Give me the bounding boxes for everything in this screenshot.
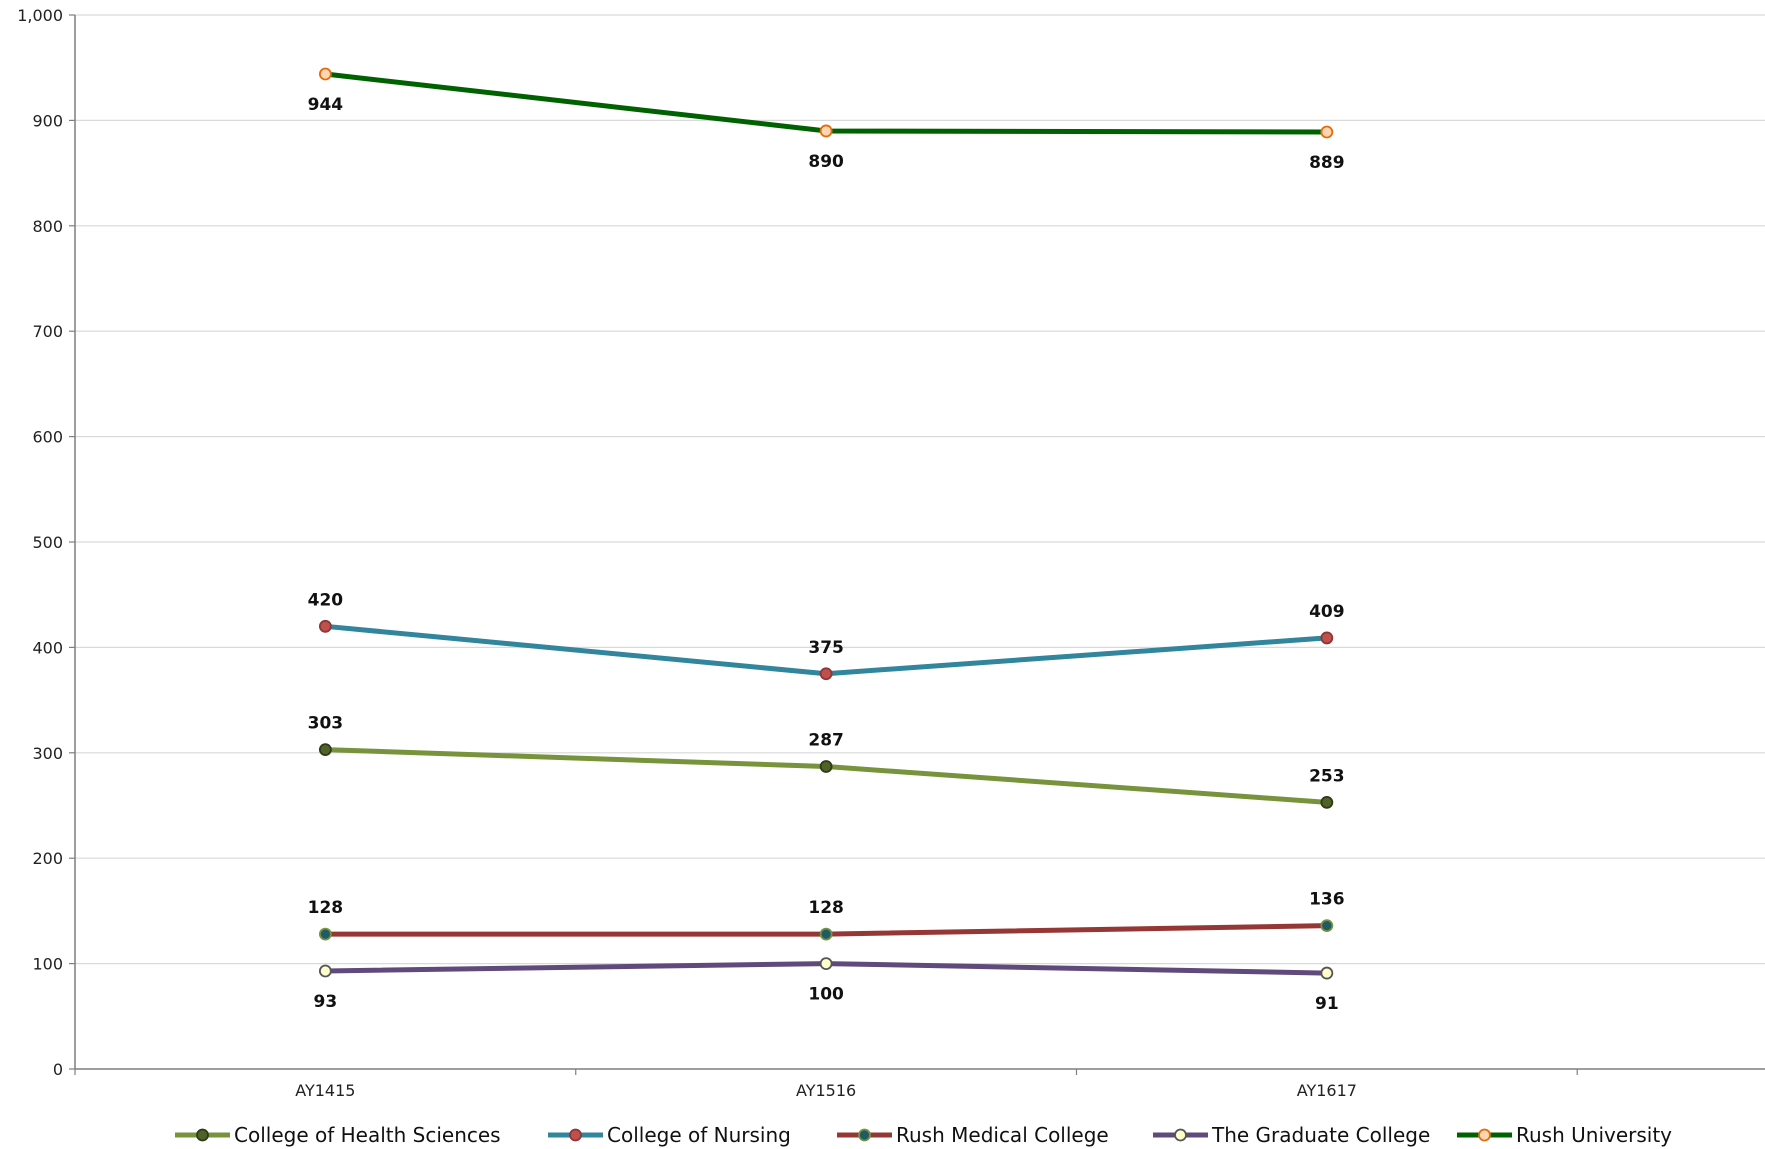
legend-item: The Graduate College [1153, 1123, 1430, 1147]
data-point [819, 760, 833, 773]
x-tick-label: AY1415 [295, 1081, 355, 1100]
y-tick-label: 100 [32, 955, 63, 974]
legend-label: Rush Medical College [896, 1123, 1109, 1147]
data-point [819, 927, 833, 941]
data-label: 375 [808, 638, 844, 658]
series-line [325, 71, 1327, 135]
legend-label: The Graduate College [1211, 1123, 1430, 1147]
legend-swatch-marker [1174, 1128, 1187, 1142]
data-label: 409 [1309, 602, 1345, 622]
y-tick-label: 300 [32, 744, 63, 763]
data-point [1320, 919, 1334, 933]
x-tick-label: AY1516 [796, 1081, 856, 1100]
x-tick-label: AY1617 [1297, 1081, 1357, 1100]
data-label: 889 [1309, 153, 1345, 173]
series-lines [318, 67, 1334, 980]
data-label: 136 [1309, 890, 1345, 910]
data-point [819, 667, 833, 681]
legend-swatch-marker [858, 1128, 871, 1142]
data-point [819, 957, 833, 970]
data-point [1320, 966, 1334, 980]
y-tick-label: 0 [53, 1060, 63, 1079]
data-point [318, 619, 332, 633]
y-tick-label: 900 [32, 111, 63, 130]
data-point [318, 743, 332, 757]
data-point [318, 927, 332, 941]
data-point [819, 124, 833, 138]
y-tick-label: 700 [32, 322, 63, 341]
series-group [318, 619, 1334, 681]
data-label: 91 [1315, 994, 1339, 1014]
legend-swatch-marker [196, 1128, 209, 1142]
legend-swatch-marker [569, 1128, 582, 1142]
data-labels: 303 287 253 420 375 409 128 128 136 93 100 91 944 890… [308, 95, 1345, 1014]
legend-item: Rush Medical College [837, 1123, 1109, 1147]
data-label: 287 [808, 731, 844, 751]
legend-label: Rush University [1516, 1123, 1672, 1147]
data-label: 253 [1309, 766, 1345, 786]
axes: 0 100 200 300 400 500 600 700 800 900 1,000 AY1415 A… [17, 6, 1765, 1100]
data-label: 93 [314, 992, 338, 1012]
series-line [325, 747, 1328, 805]
series-group [318, 67, 1334, 139]
y-tick-label: 600 [32, 428, 63, 447]
legend-item: College of Health Sciences [175, 1123, 501, 1147]
series-group [318, 957, 1334, 980]
data-label: 890 [808, 152, 844, 172]
legend-item: College of Nursing [548, 1123, 791, 1147]
data-label: 420 [308, 590, 344, 610]
data-label: 944 [308, 95, 344, 115]
legend-label: College of Nursing [607, 1123, 791, 1147]
legend-label: College of Health Sciences [234, 1123, 501, 1147]
data-point [318, 964, 332, 978]
data-point [1320, 795, 1334, 809]
y-tick-label: 200 [32, 849, 63, 868]
y-tick-label: 800 [32, 217, 63, 236]
legend-swatch-marker [1478, 1128, 1491, 1142]
y-tick-label: 400 [32, 638, 63, 657]
data-label: 128 [308, 898, 344, 918]
legend: College of Health Sciences College of Nur… [175, 1123, 1672, 1147]
y-tick-label: 500 [32, 533, 63, 552]
data-label: 128 [808, 898, 844, 918]
data-label: 303 [308, 714, 344, 734]
data-label: 100 [808, 985, 844, 1005]
series-group [318, 743, 1334, 809]
gridlines [75, 14, 1765, 965]
data-point [1320, 125, 1334, 139]
legend-item: Rush University [1457, 1123, 1672, 1147]
y-tick-label: 1,000 [17, 6, 63, 25]
data-point [318, 67, 332, 81]
data-point [1320, 631, 1334, 645]
series-group [318, 919, 1334, 941]
